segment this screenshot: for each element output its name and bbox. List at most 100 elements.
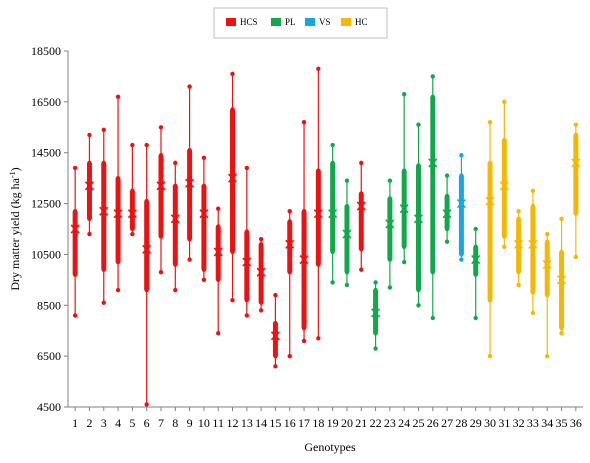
x-tick-label: 11 (212, 416, 224, 430)
box-iqr (344, 206, 350, 273)
x-tick-label: 4 (115, 416, 121, 430)
mean-marker (328, 209, 338, 219)
x-tick-label: 2 (86, 416, 92, 430)
value-point (158, 125, 164, 130)
value-point (487, 353, 493, 359)
box-genotype-31 (499, 99, 509, 249)
y-tick-label: 16500 (31, 95, 61, 109)
y-axis-title: Dry matter yield (kg ha-1) (8, 167, 23, 290)
mean-marker (456, 199, 466, 209)
box-genotype-8 (170, 160, 180, 293)
value-point (173, 160, 178, 166)
mean-marker (514, 239, 524, 249)
value-point (201, 155, 207, 160)
value-point (502, 244, 507, 249)
value-point (101, 267, 106, 272)
box-genotype-30 (485, 120, 495, 359)
value-point (230, 249, 235, 255)
value-point (230, 71, 235, 77)
x-tick-label: 32 (513, 416, 525, 430)
value-point (72, 165, 78, 171)
mean-marker (84, 181, 95, 191)
value-point (416, 163, 421, 168)
value-point (530, 290, 536, 295)
value-point (101, 300, 106, 305)
box-genotype-21 (356, 160, 366, 272)
x-tick-label: 13 (241, 416, 253, 430)
value-point (502, 234, 507, 239)
value-point (301, 338, 307, 344)
mean-marker (99, 206, 109, 216)
mean-marker (156, 181, 166, 191)
mean-marker (127, 209, 137, 219)
mean-marker (199, 209, 209, 219)
mean-marker (399, 204, 409, 214)
mean-marker (342, 229, 352, 239)
mean-marker (428, 158, 438, 168)
box-iqr (315, 170, 321, 265)
x-tick-label: 36 (570, 416, 582, 430)
value-point (101, 160, 106, 166)
box-iqr (72, 211, 78, 275)
legend: HCS PL VS HC (213, 7, 388, 39)
box-iqr (244, 231, 250, 301)
value-point (187, 257, 192, 262)
box-genotype-15 (270, 292, 280, 369)
value-point (316, 168, 321, 173)
value-point (115, 259, 121, 265)
box-genotype-14 (256, 236, 266, 313)
value-point (516, 270, 521, 275)
value-point (359, 160, 364, 166)
value-point (430, 74, 435, 79)
value-point (516, 216, 521, 222)
x-tick-label: 8 (172, 416, 178, 430)
x-tick-label: 21 (355, 416, 367, 430)
value-point (258, 236, 264, 242)
value-point (130, 231, 135, 237)
value-point (387, 257, 393, 262)
value-point (287, 219, 292, 224)
value-point (359, 191, 364, 196)
value-point (244, 313, 250, 318)
value-point (130, 226, 135, 232)
mean-marker (227, 173, 238, 183)
legend-swatch-vs (305, 18, 315, 26)
value-point (158, 270, 164, 275)
value-point (430, 270, 435, 275)
value-point (72, 234, 78, 239)
y-tick-label: 4500 (37, 400, 61, 414)
value-point (373, 331, 378, 336)
legend-swatch-hcs (226, 18, 236, 26)
value-point (258, 308, 264, 313)
x-tick-label: 5 (129, 416, 135, 430)
value-point (273, 320, 278, 326)
value-point (158, 153, 164, 158)
box-genotype-25 (413, 122, 424, 308)
mean-marker (371, 308, 381, 318)
value-point (201, 267, 207, 272)
value-point (201, 183, 207, 188)
mean-marker (285, 239, 295, 249)
value-point (473, 315, 478, 321)
value-point (130, 142, 135, 148)
value-point (559, 249, 564, 255)
y-axis-title-end: ) (8, 167, 22, 171)
legend-label-hcs: HCS (240, 17, 258, 27)
value-point (401, 92, 407, 97)
value-point (545, 292, 550, 298)
value-point (316, 66, 321, 72)
mean-marker (442, 209, 452, 219)
value-point (330, 160, 335, 166)
value-point (216, 331, 221, 336)
y-tick-label: 14500 (31, 146, 61, 160)
box-genotype-16 (285, 209, 295, 359)
y-tick-label: 10500 (31, 247, 61, 261)
value-point (187, 147, 192, 153)
value-point (301, 325, 307, 331)
mean-marker (485, 196, 495, 206)
value-point (545, 231, 550, 237)
box-genotype-6 (142, 142, 152, 407)
value-point (359, 209, 364, 214)
value-point (473, 244, 478, 249)
legend-label-hc: HC (355, 17, 368, 27)
